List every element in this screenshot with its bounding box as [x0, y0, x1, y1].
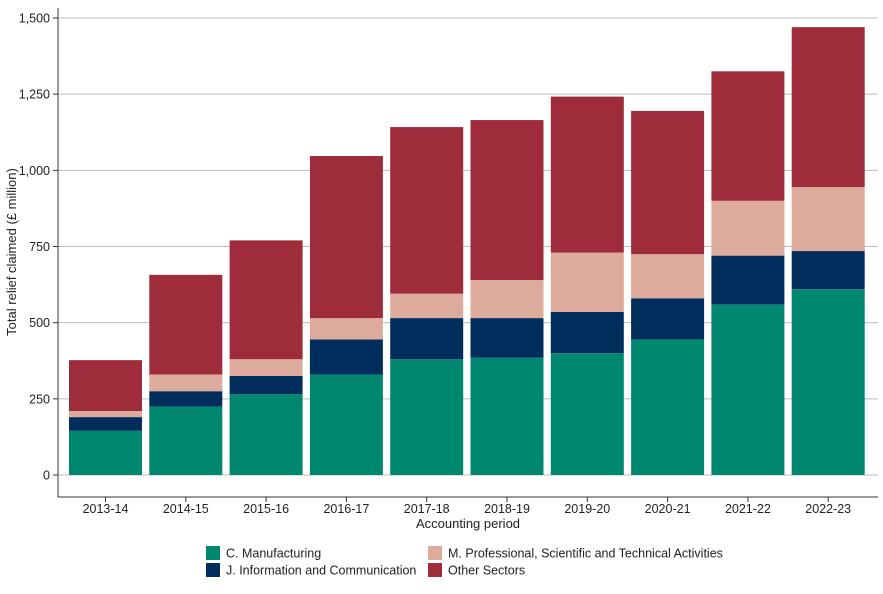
bar-segment [149, 391, 223, 407]
bar-segment [470, 318, 544, 358]
bar-segment [229, 359, 303, 376]
bar-segment [69, 417, 142, 431]
bar-segment [309, 156, 383, 319]
x-tick-label: 2014-15 [163, 502, 209, 516]
y-tick-label: 1,250 [19, 88, 50, 102]
bar-segment [470, 280, 544, 319]
x-tick-label: 2015-16 [243, 502, 289, 516]
y-tick-label: 1,500 [19, 12, 50, 26]
bar-segment [631, 339, 705, 475]
bar-segment [550, 96, 624, 253]
x-tick-label: 2021-22 [725, 502, 771, 516]
y-tick-label: 500 [29, 316, 50, 330]
bar-segment [69, 360, 142, 412]
bar-segment [631, 254, 705, 299]
bar-segment [711, 200, 785, 256]
bar-segment [390, 127, 464, 294]
bar-segment [229, 375, 303, 395]
x-tick-label: 2019-20 [564, 502, 610, 516]
x-tick-labels: 2013-14 2014-15 2015-16 2016-17 2017-18 2018-… [83, 497, 851, 516]
bar-segment [309, 318, 383, 340]
bar-segment [390, 318, 464, 360]
bar-segment [229, 394, 303, 475]
bars [69, 27, 865, 475]
x-tick-label: 2016-17 [323, 502, 369, 516]
bar-segment [791, 251, 865, 290]
bar-segment [309, 374, 383, 475]
x-tick-label: 2013-14 [83, 502, 129, 516]
y-tick-labels: 0 250 500 750 1,000 1,250 1,500 [19, 12, 58, 483]
x-axis-title: Accounting period [416, 516, 520, 531]
bar-segment [791, 27, 865, 188]
legend-swatch [206, 563, 220, 577]
y-tick-label: 250 [29, 392, 50, 406]
y-tick-label: 750 [29, 240, 50, 254]
x-tick-label: 2020-21 [645, 502, 691, 516]
bar-segment [149, 274, 223, 375]
legend-label: Other Sectors [448, 564, 525, 578]
bar-segment [711, 304, 785, 475]
x-tick-label: 2017-18 [404, 502, 450, 516]
legend-label: M. Professional, Scientific and Technica… [448, 547, 723, 561]
bar-segment [149, 406, 223, 475]
bar-segment [550, 252, 624, 313]
bar-segment [390, 359, 464, 475]
bar-segment [470, 357, 544, 475]
x-tick-label: 2018-19 [484, 502, 530, 516]
bar-segment [711, 255, 785, 305]
bar-segment [149, 374, 223, 392]
bar-segment [550, 312, 624, 354]
legend-label: J. Information and Communication [226, 564, 416, 578]
bar-segment [631, 298, 705, 340]
legend-swatch [428, 563, 442, 577]
legend-swatch [428, 546, 442, 560]
y-tick-label: 1,000 [19, 164, 50, 178]
y-axis-title: Total relief claimed (£ million) [4, 168, 19, 336]
bar-segment [791, 187, 865, 252]
legend-label: C. Manufacturing [226, 547, 321, 561]
bar-segment [309, 339, 383, 375]
bar-segment [631, 110, 705, 255]
legend-swatch [206, 546, 220, 560]
x-tick-label: 2022-23 [805, 502, 851, 516]
axes [57, 8, 878, 498]
y-tick-label: 0 [43, 469, 50, 483]
bar-segment [550, 353, 624, 475]
bar-segment [791, 289, 865, 475]
bar-segment [711, 71, 785, 201]
bar-segment [69, 430, 142, 475]
bar-segment [390, 293, 464, 319]
bar-segment [69, 411, 142, 418]
legend: C. Manufacturing M. Professional, Scienti… [206, 546, 723, 578]
bar-segment [470, 120, 544, 281]
bar-segment [229, 240, 303, 360]
